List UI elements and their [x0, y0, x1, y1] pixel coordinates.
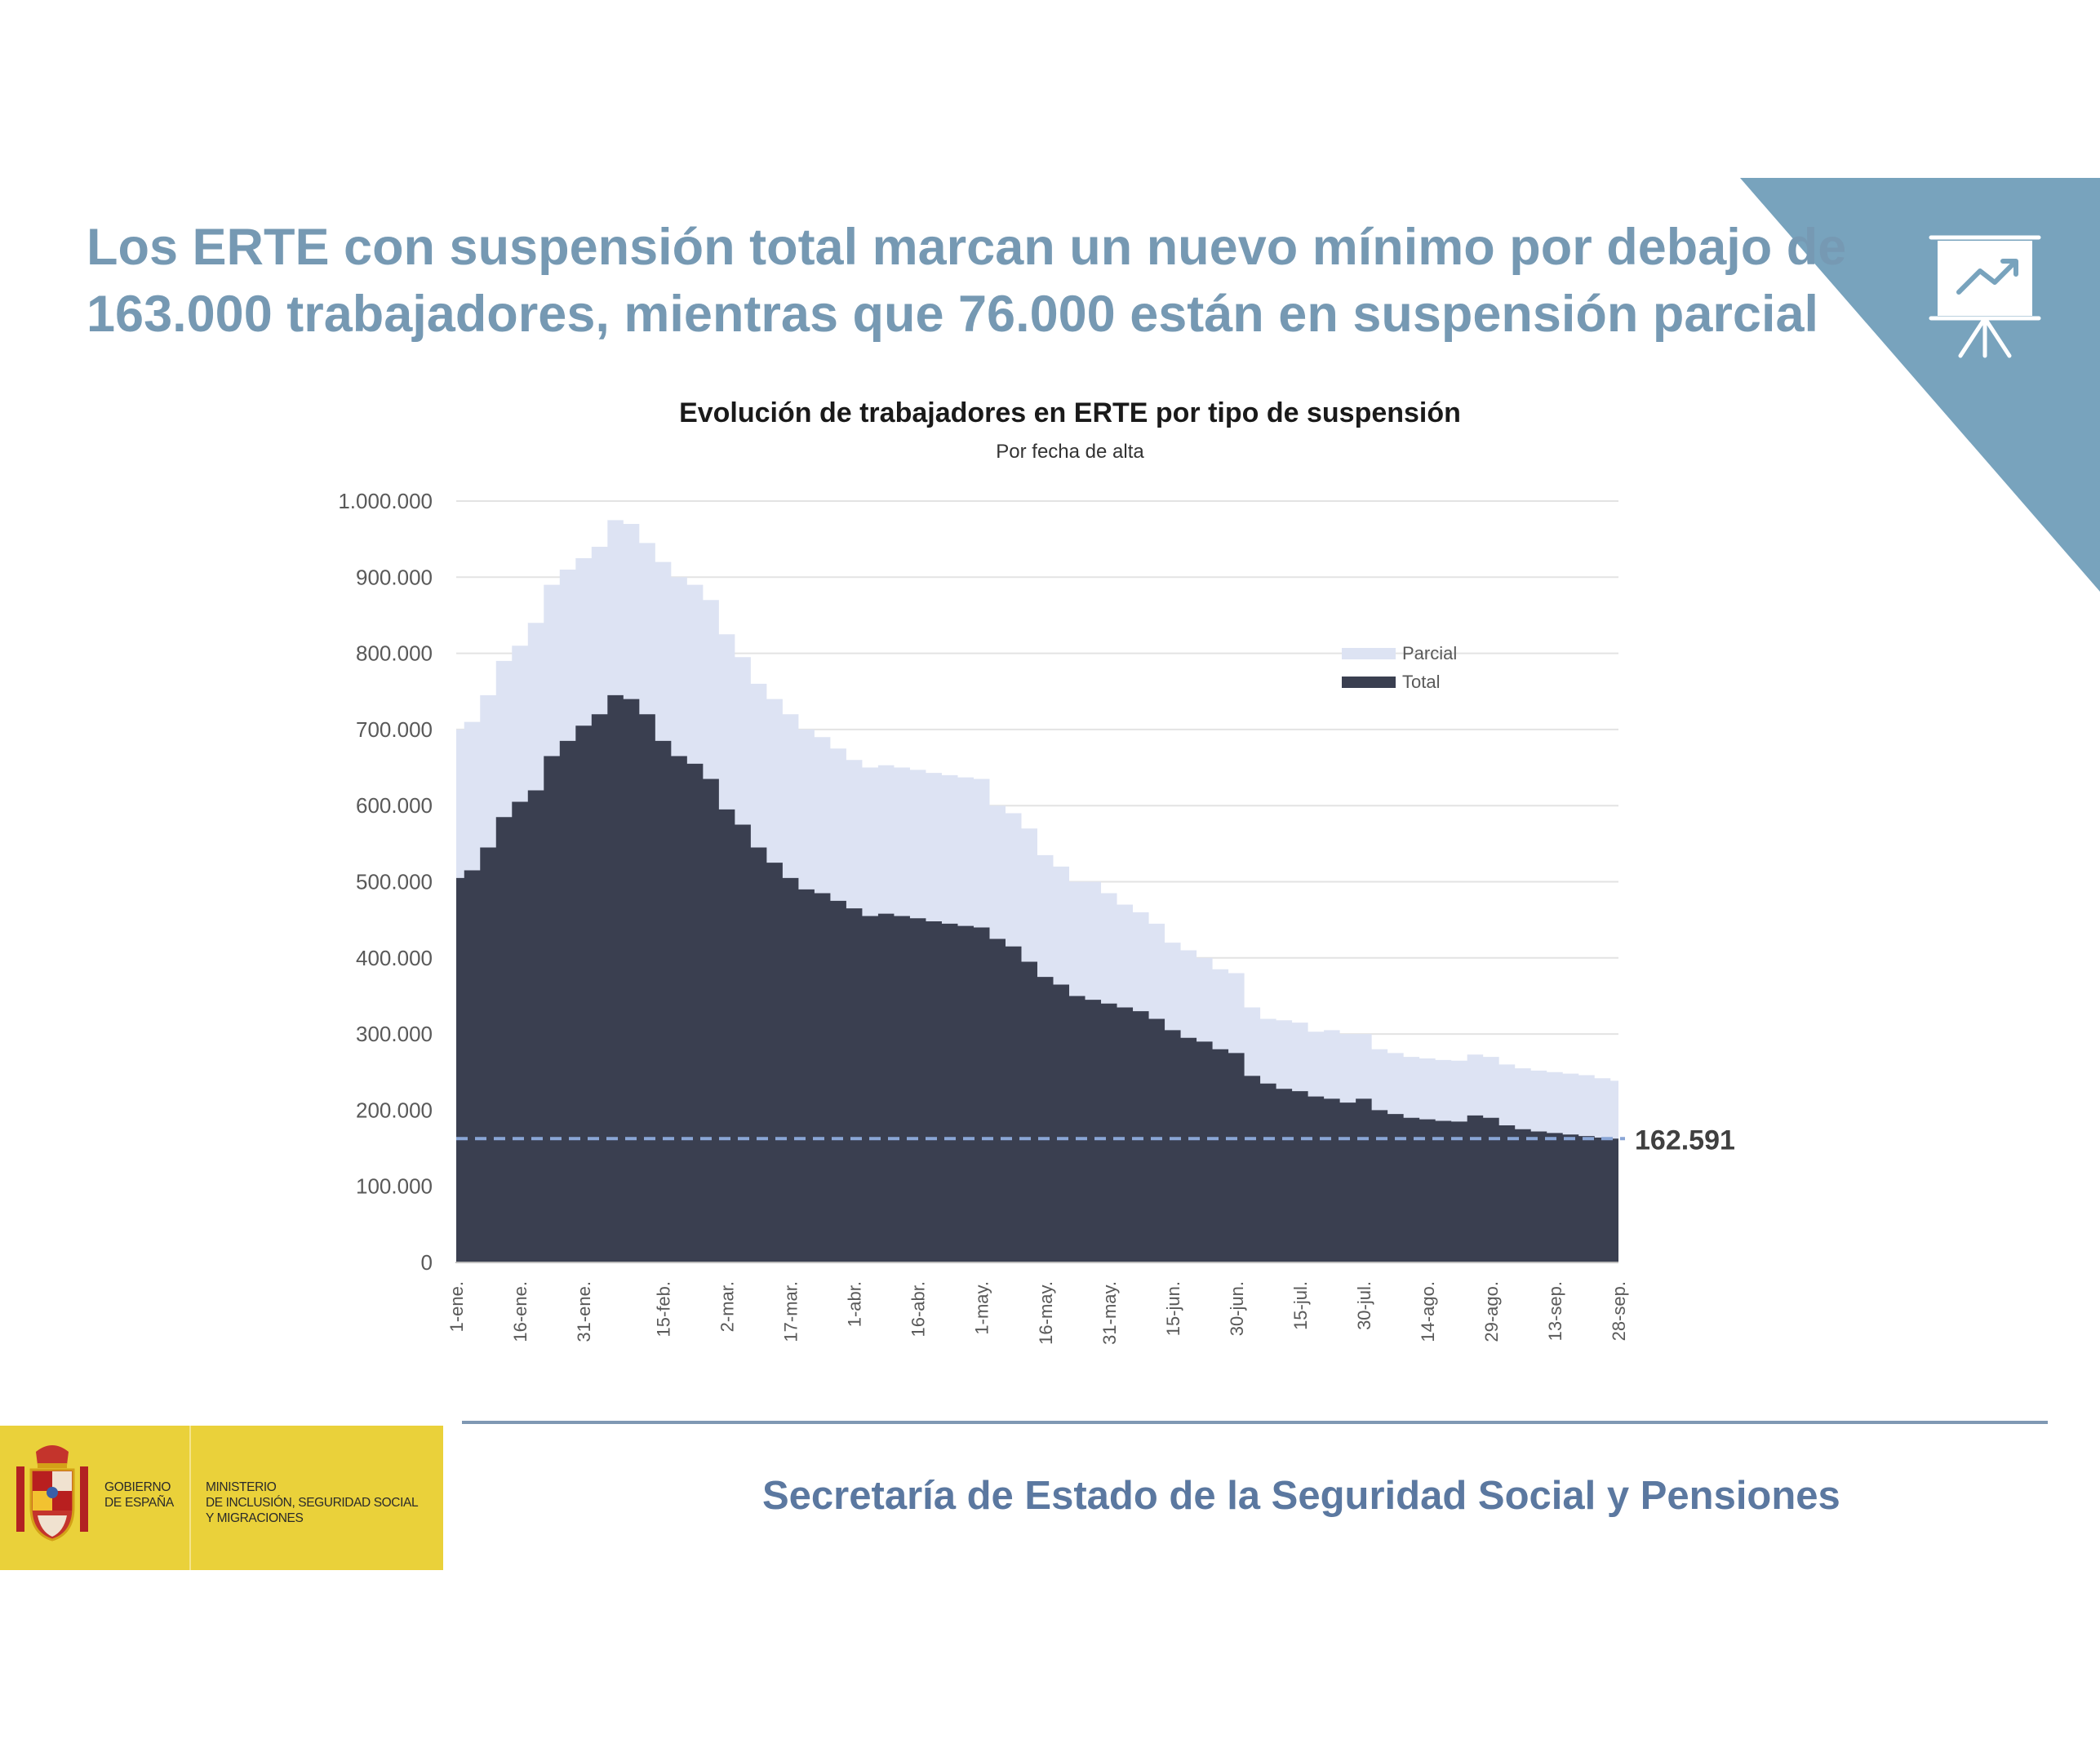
x-tick-label: 16-ene. [510, 1281, 531, 1342]
x-tick-label: 1-may. [972, 1281, 992, 1335]
footer-divider [462, 1421, 2048, 1424]
y-tick-label: 500.000 [356, 870, 433, 894]
area-series [456, 520, 1618, 1262]
y-tick-label: 700.000 [356, 717, 433, 742]
x-tick-label: 16-may. [1036, 1281, 1056, 1345]
x-tick-label: 30-jul. [1354, 1281, 1374, 1330]
x-tick-label: 1-abr. [845, 1281, 865, 1327]
x-tick-label: 13-sep. [1545, 1281, 1565, 1341]
x-tick-label: 17-mar. [781, 1281, 801, 1342]
x-axis-ticks: 1-ene. 16-ene. 31-ene. 15-feb. 2-mar. 17-mar.… [446, 1281, 1629, 1345]
y-tick-label: 100.000 [356, 1174, 433, 1199]
logo-gobierno-line2: DE ESPAÑA [104, 1496, 174, 1510]
reference-line-group: 162.591 [456, 1125, 1735, 1156]
coat-of-arms-icon [16, 1445, 88, 1542]
x-tick-label: 31-ene. [574, 1281, 594, 1342]
x-tick-label: 31-may. [1099, 1281, 1120, 1345]
x-tick-label: 1-ene. [446, 1281, 467, 1332]
y-tick-label: 200.000 [356, 1098, 433, 1122]
y-axis-ticks: 0 100.000 200.000 300.000 400.000 500.000 600.… [338, 489, 433, 1275]
logo-ministerio-line2: DE INCLUSIÓN, SEGURIDAD SOCIAL [206, 1496, 419, 1510]
x-tick-label: 15-jun. [1163, 1281, 1183, 1336]
legend-swatch-parcial [1342, 648, 1396, 659]
y-tick-label: 800.000 [356, 641, 433, 666]
logo-gobierno-text: GOBIERNO DE ESPAÑA [104, 1480, 174, 1511]
y-tick-label: 600.000 [356, 793, 433, 818]
logo-ministerio-text: MINISTERIO DE INCLUSIÓN, SEGURIDAD SOCIA… [206, 1480, 419, 1526]
x-tick-label: 30-jun. [1227, 1281, 1247, 1336]
x-tick-label: 15-feb. [654, 1281, 674, 1338]
logo-ministerio-line1: MINISTERIO [206, 1480, 277, 1494]
logo-gobierno-line1: GOBIERNO [104, 1480, 171, 1494]
x-tick-label: 16-abr. [908, 1281, 929, 1338]
logo-ministerio-line3: Y MIGRACIONES [206, 1511, 304, 1525]
legend: Parcial Total [1342, 643, 1457, 692]
x-tick-label: 28-sep. [1609, 1281, 1629, 1341]
headline-line-2: 163.000 trabajadores, mientras que 76.00… [87, 286, 1819, 343]
logo-separator [189, 1426, 191, 1570]
headline-line-1: Los ERTE con suspensión total marcan un … [87, 219, 1847, 276]
y-tick-label: 900.000 [356, 565, 433, 589]
area-total [456, 694, 1618, 1262]
x-tick-label: 29-ago. [1481, 1281, 1502, 1342]
chart-subtitle: Por fecha de alta [996, 441, 1144, 463]
reference-label: 162.591 [1635, 1125, 1735, 1156]
x-tick-label: 15-jul. [1290, 1281, 1311, 1330]
legend-swatch-total [1342, 677, 1396, 688]
headline: Los ERTE con suspensión total marcan un … [87, 214, 1847, 348]
y-tick-label: 1.000.000 [338, 489, 433, 513]
legend-label-total: Total [1402, 672, 1440, 692]
y-tick-label: 300.000 [356, 1022, 433, 1046]
y-tick-label: 0 [421, 1250, 433, 1275]
y-tick-label: 400.000 [356, 946, 433, 970]
x-tick-label: 14-ago. [1418, 1281, 1438, 1342]
chart-title: Evolución de trabajadores en ERTE por ti… [679, 397, 1461, 428]
government-logo: GOBIERNO DE ESPAÑA MINISTERIO DE INCLUSI… [0, 1426, 443, 1570]
x-tick-label: 2-mar. [717, 1281, 738, 1332]
legend-label-parcial: Parcial [1402, 643, 1457, 663]
footer-title: Secretaría de Estado de la Seguridad Soc… [762, 1474, 1840, 1518]
